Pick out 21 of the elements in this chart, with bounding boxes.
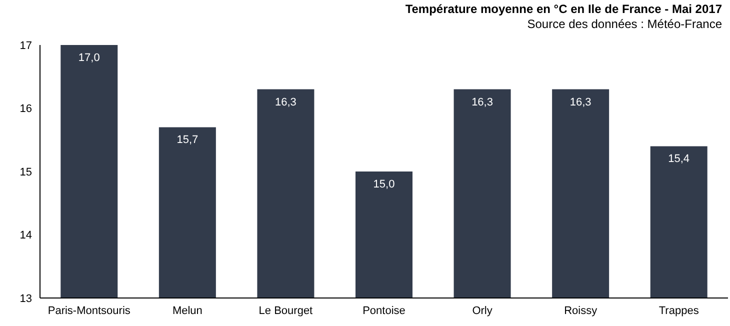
y-tick-label: 15	[20, 166, 32, 178]
chart-title: Température moyenne en °C en Ile de France - Mai 2017	[405, 2, 722, 17]
data-label: 15,4	[668, 153, 690, 166]
x-tick-label: Le Bourget	[258, 304, 313, 317]
x-tick-label: Pontoise	[362, 304, 406, 317]
data-label: 15,7	[176, 134, 198, 146]
x-tick-label: Paris-Montsouris	[48, 304, 131, 317]
y-tick-label: 16	[20, 103, 32, 116]
data-label: 16,3	[472, 96, 493, 108]
chart-subtitle: Source des données : Météo-France	[526, 17, 722, 32]
x-tick-label: Orly	[472, 304, 493, 317]
data-label: 16,3	[570, 96, 592, 108]
x-tick-label: Roissy	[564, 304, 598, 317]
x-tick-label: Melun	[172, 304, 202, 317]
y-tick-label: 13	[20, 292, 32, 305]
x-tick-label: Trappes	[658, 304, 700, 317]
data-label: 16,3	[275, 96, 296, 108]
y-tick-label: 14	[20, 230, 32, 242]
y-tick-label: 17	[20, 40, 32, 52]
data-label: 15,0	[373, 178, 395, 190]
data-label: 17,0	[78, 52, 100, 64]
